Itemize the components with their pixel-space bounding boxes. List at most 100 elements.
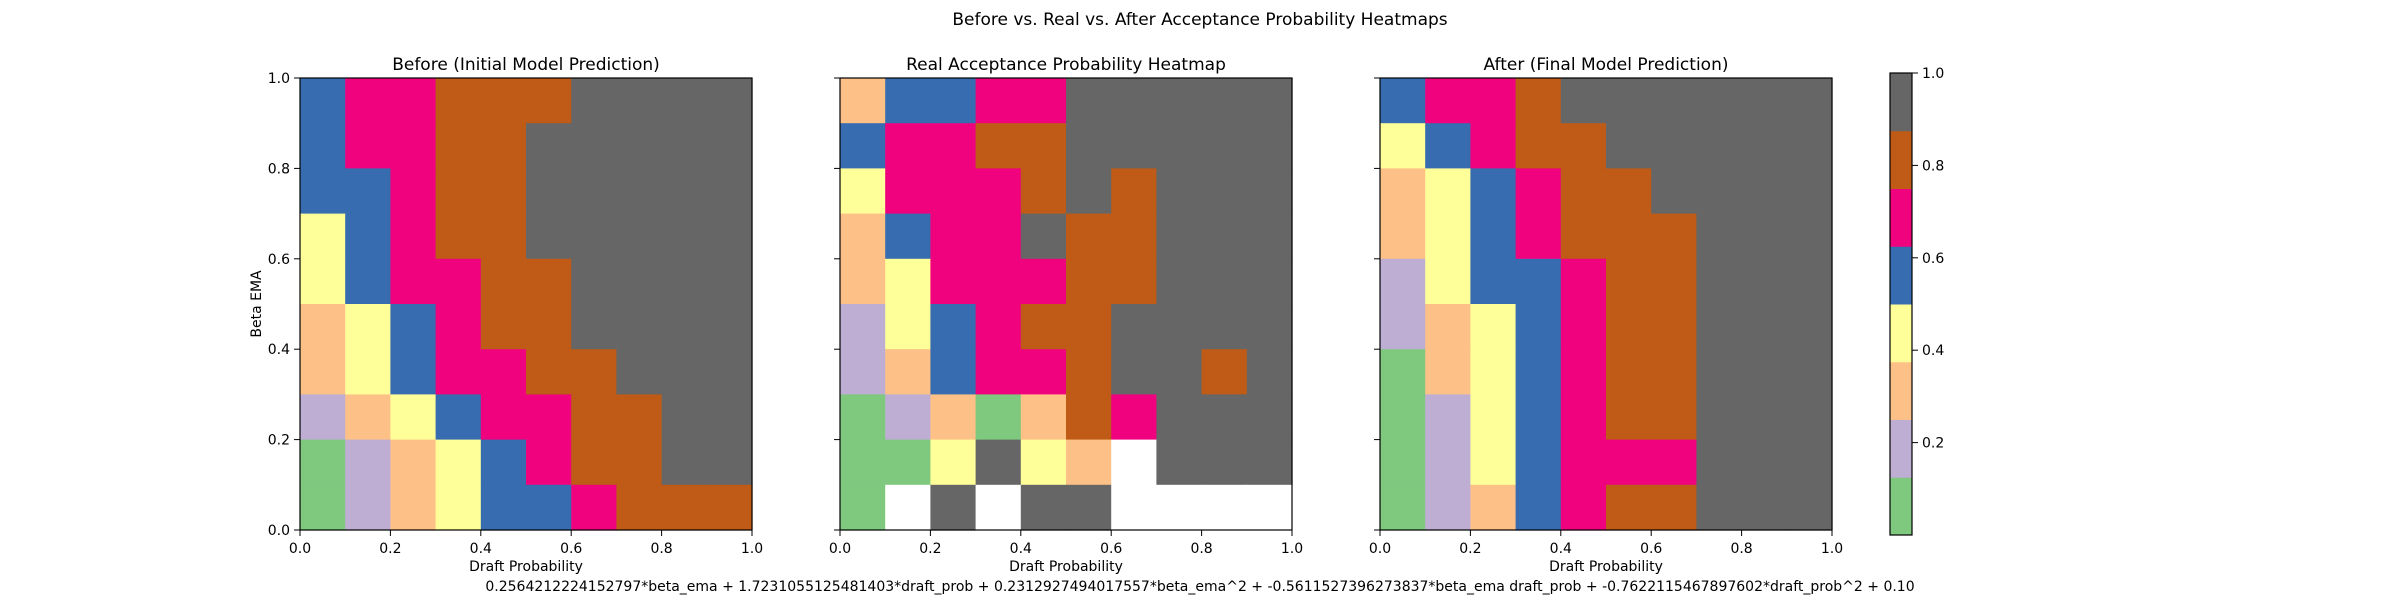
heatmap-cell-before-r7-c3 bbox=[435, 394, 482, 441]
heatmap-cell-after-r6-c6 bbox=[1651, 349, 1697, 395]
heatmap-cell-before-r5-c5 bbox=[526, 304, 572, 350]
heatmap-cell-after-r3-c8 bbox=[1741, 213, 1788, 260]
heatmap-cell-before-r9-c4 bbox=[480, 484, 527, 531]
heatmap-cell-before-r6-c9 bbox=[706, 349, 753, 395]
heatmap-cell-real-r2-c9 bbox=[1246, 168, 1293, 215]
heatmap-cell-real-r4-c4 bbox=[1020, 258, 1067, 305]
x-ticks-after: 0.0 0.2 0.4 0.6 0.8 1.0 bbox=[1369, 530, 1843, 557]
heatmap-cell-real-r7-c7 bbox=[1156, 394, 1203, 441]
x-tick-label-real: 0.8 bbox=[1190, 541, 1212, 557]
heatmap-cell-real-r7-c5 bbox=[1066, 394, 1112, 441]
y-tick-label-before: 0.4 bbox=[268, 342, 290, 358]
heatmap-cell-real-r6-c3 bbox=[975, 349, 1022, 395]
heatmap-cell-real-r1-c1 bbox=[885, 123, 931, 169]
heatmap-cell-before-r9-c3 bbox=[435, 484, 482, 531]
heatmap-cell-real-r5-c5 bbox=[1066, 304, 1112, 350]
x-tick-label-real: 0.4 bbox=[1010, 541, 1032, 557]
heatmap-cell-real-r5-c9 bbox=[1246, 304, 1293, 350]
heatmap-cell-before-r1-c0 bbox=[300, 123, 346, 169]
heatmap-cell-after-r1-c5 bbox=[1606, 123, 1652, 169]
heatmap-cell-before-r5-c2 bbox=[390, 304, 437, 350]
heatmap-cell-before-r3-c9 bbox=[706, 213, 753, 260]
heatmap-cell-real-r3-c3 bbox=[975, 213, 1022, 260]
heatmap-cell-before-r9-c7 bbox=[616, 484, 663, 531]
heatmap-cell-real-r2-c5 bbox=[1066, 168, 1112, 215]
heatmap-cell-after-r9-c7 bbox=[1696, 484, 1743, 531]
x-tick-label-before: 0.6 bbox=[560, 541, 582, 557]
heatmap-cell-after-r4-c1 bbox=[1425, 258, 1471, 305]
heatmap-cell-before-r3-c1 bbox=[345, 213, 391, 260]
heatmap-cell-after-r0-c7 bbox=[1696, 78, 1743, 124]
heatmap-cell-real-r1-c0 bbox=[840, 123, 886, 169]
heatmap-cell-before-r9-c0 bbox=[300, 484, 346, 531]
heatmap-cell-after-r7-c3 bbox=[1515, 394, 1562, 441]
heatmap-cell-real-r5-c8 bbox=[1201, 304, 1248, 350]
heatmap-cell-real-r8-c9 bbox=[1246, 439, 1293, 486]
heatmap-cell-after-r1-c1 bbox=[1425, 123, 1471, 169]
heatmap-cell-after-r4-c7 bbox=[1696, 258, 1743, 305]
heatmap-cell-before-r7-c2 bbox=[390, 394, 437, 441]
heatmap-cell-before-r0-c7 bbox=[616, 78, 663, 124]
heatmap-cell-after-r8-c5 bbox=[1606, 439, 1652, 486]
heatmap-cell-real-r1-c8 bbox=[1201, 123, 1248, 169]
heatmap-cell-after-r1-c3 bbox=[1515, 123, 1562, 169]
heatmap-cell-real-r7-c4 bbox=[1020, 394, 1067, 441]
heatmap-cell-after-r9-c9 bbox=[1786, 484, 1833, 531]
heatmap-cell-real-r2-c8 bbox=[1201, 168, 1248, 215]
heatmap-cell-before-r4-c3 bbox=[435, 258, 482, 305]
heatmap-cell-before-r5-c6 bbox=[571, 304, 617, 350]
heatmap-cell-after-r7-c9 bbox=[1786, 394, 1833, 441]
heatmap-cell-real-r4-c9 bbox=[1246, 258, 1293, 305]
heatmap-cell-real-r7-c9 bbox=[1246, 394, 1293, 441]
plot-frame-before bbox=[299, 77, 753, 531]
x-tick-label-after: 0.4 bbox=[1550, 541, 1572, 557]
heatmap-cell-before-r0-c8 bbox=[661, 78, 708, 124]
heatmap-cell-before-r0-c1 bbox=[345, 78, 391, 124]
heatmap-cell-after-r5-c1 bbox=[1425, 304, 1471, 350]
heatmap-cell-after-r1-c2 bbox=[1470, 123, 1517, 169]
heatmap-cell-after-r1-c6 bbox=[1651, 123, 1697, 169]
heatmap-cell-after-r2-c0 bbox=[1380, 168, 1426, 215]
heatmap-cell-real-r8-c6 bbox=[1111, 439, 1157, 486]
heatmap-cell-before-r3-c0 bbox=[300, 213, 346, 260]
heatmap-cell-real-r0-c9 bbox=[1246, 78, 1293, 124]
heatmap-cell-real-r5-c3 bbox=[975, 304, 1022, 350]
heatmap-cell-real-r4-c6 bbox=[1111, 258, 1157, 305]
colorbar-swatch-3 bbox=[1890, 304, 1912, 363]
heatmap-cell-real-r9-c2 bbox=[930, 484, 977, 531]
heatmap-cell-real-r9-c3 bbox=[975, 484, 1022, 531]
heatmap-cell-before-r6-c6 bbox=[571, 349, 617, 395]
heatmap-cell-before-r4-c6 bbox=[571, 258, 617, 305]
heatmap-cell-before-r6-c4 bbox=[480, 349, 527, 395]
heatmap-cell-real-r3-c1 bbox=[885, 213, 931, 260]
heatmap-cells-real bbox=[840, 78, 1293, 531]
colorbar-swatch-7 bbox=[1890, 73, 1912, 132]
heatmap-cell-after-r2-c1 bbox=[1425, 168, 1471, 215]
heatmap-cell-real-r5-c0 bbox=[840, 304, 886, 350]
heatmap-cell-before-r5-c8 bbox=[661, 304, 708, 350]
heatmap-cells-before bbox=[300, 78, 753, 531]
heatmap-cell-after-r4-c6 bbox=[1651, 258, 1697, 305]
heatmap-cell-after-r5-c5 bbox=[1606, 304, 1652, 350]
heatmap-cell-real-r5-c6 bbox=[1111, 304, 1157, 350]
heatmap-cell-after-r7-c4 bbox=[1560, 394, 1607, 441]
heatmap-cell-real-r2-c4 bbox=[1020, 168, 1067, 215]
x-tick-label-real: 1.0 bbox=[1281, 541, 1303, 557]
heatmap-cell-after-r9-c0 bbox=[1380, 484, 1426, 531]
heatmap-cell-real-r0-c6 bbox=[1111, 78, 1157, 124]
heatmap-cell-real-r6-c2 bbox=[930, 349, 977, 395]
heatmap-cell-real-r7-c3 bbox=[975, 394, 1022, 441]
x-tick-label-real: 0.2 bbox=[919, 541, 941, 557]
heatmap-cell-before-r3-c3 bbox=[435, 213, 482, 260]
heatmap-cell-after-r0-c4 bbox=[1560, 78, 1607, 124]
heatmap-cell-before-r2-c1 bbox=[345, 168, 391, 215]
heatmap-cell-real-r1-c3 bbox=[975, 123, 1022, 169]
heatmap-cell-after-r5-c7 bbox=[1696, 304, 1743, 350]
heatmap-cell-after-r7-c1 bbox=[1425, 394, 1471, 441]
heatmap-cell-before-r7-c1 bbox=[345, 394, 391, 441]
heatmap-cell-after-r1-c9 bbox=[1786, 123, 1833, 169]
heatmap-cell-before-r5-c4 bbox=[480, 304, 527, 350]
heatmap-cell-real-r2-c0 bbox=[840, 168, 886, 215]
heatmap-cell-before-r2-c8 bbox=[661, 168, 708, 215]
